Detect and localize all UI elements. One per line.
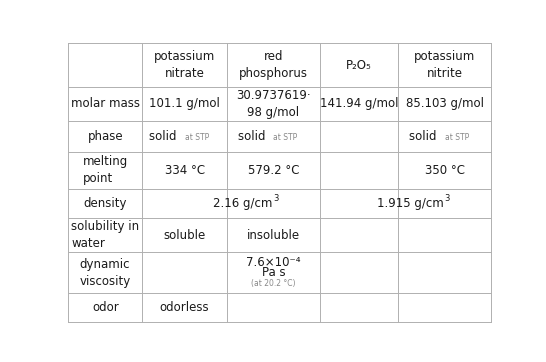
Text: at STP: at STP	[445, 133, 469, 142]
Text: 85.103 g/mol: 85.103 g/mol	[406, 97, 484, 110]
Text: density: density	[84, 197, 127, 210]
Text: solid: solid	[238, 130, 272, 143]
Text: at STP: at STP	[185, 133, 209, 142]
Text: 3: 3	[444, 194, 450, 203]
Text: red
phosphorus: red phosphorus	[239, 50, 308, 80]
Text: molar mass: molar mass	[71, 97, 140, 110]
Text: 2.16 g/cm: 2.16 g/cm	[213, 197, 272, 210]
Text: soluble: soluble	[163, 229, 206, 242]
Text: phase: phase	[87, 130, 123, 143]
Text: 3: 3	[273, 194, 278, 203]
Text: dynamic
viscosity: dynamic viscosity	[80, 258, 131, 288]
Text: 30.9737619·
98 g/mol: 30.9737619· 98 g/mol	[236, 89, 311, 119]
Text: 334 °C: 334 °C	[164, 164, 205, 177]
Text: odorless: odorless	[160, 301, 210, 314]
Text: odor: odor	[92, 301, 118, 314]
Text: 101.1 g/mol: 101.1 g/mol	[149, 97, 220, 110]
Text: 141.94 g/mol: 141.94 g/mol	[320, 97, 399, 110]
Text: 1.915 g/cm: 1.915 g/cm	[377, 197, 443, 210]
Text: insoluble: insoluble	[247, 229, 300, 242]
Text: (at 20.2 °C): (at 20.2 °C)	[251, 279, 296, 288]
Text: solid: solid	[149, 130, 184, 143]
Text: 350 °C: 350 °C	[425, 164, 465, 177]
Text: 579.2 °C: 579.2 °C	[248, 164, 299, 177]
Text: 7.6×10⁻⁴: 7.6×10⁻⁴	[246, 256, 301, 269]
Text: P₂O₅: P₂O₅	[346, 59, 372, 72]
Text: solid: solid	[409, 130, 444, 143]
Text: solubility in
water: solubility in water	[71, 220, 139, 251]
Text: potassium
nitrate: potassium nitrate	[154, 50, 215, 80]
Text: at STP: at STP	[274, 133, 298, 142]
Text: potassium
nitrite: potassium nitrite	[414, 50, 476, 80]
Text: Pa s: Pa s	[262, 266, 286, 279]
Text: melting
point: melting point	[82, 155, 128, 185]
